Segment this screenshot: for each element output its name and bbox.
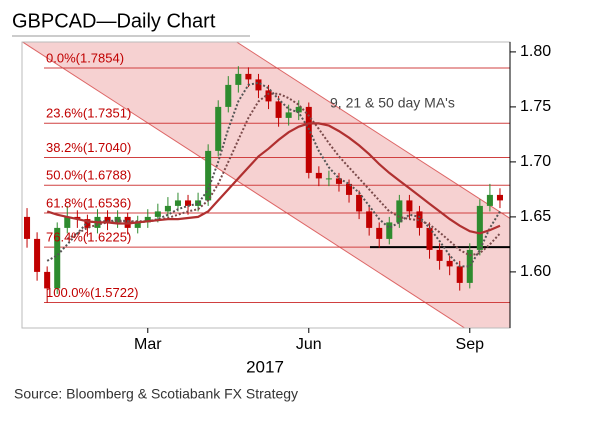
channel-edge [235,42,510,219]
candle-body [134,222,141,228]
candle-body [54,227,61,289]
plot-area [22,42,510,328]
fib-label: 100.0%(1.5722) [46,285,139,300]
candle-body [235,73,242,85]
fib-label: 50.0%(1.6788) [46,168,131,183]
candle-body [144,216,151,223]
candle-body [205,150,212,201]
candle-body [305,106,312,173]
y-tick-label: 1.75 [520,98,551,115]
moving-average [46,122,501,235]
x-axis-label: 2017 [246,357,284,376]
candle-body [486,194,493,206]
candle-body [84,219,91,228]
candle-body [406,200,413,212]
candle-body [295,106,302,113]
candle-body [366,211,373,228]
candle-body [476,205,483,250]
candle-body [265,90,272,102]
fib-label: 76.4%(1.6225) [46,230,131,245]
candle-body [335,178,342,184]
candle-body [225,84,232,107]
candle-body [315,172,322,179]
candle-body [114,216,121,223]
fib-label: 38.2%(1.7040) [46,140,131,155]
channel-edge [22,42,466,328]
candle-body [426,227,433,250]
x-tick-label: Sep [456,336,485,353]
candle-body [24,216,31,239]
x-tick-label: Jun [296,336,322,353]
chart-title: GBPCAD—Daily Chart [12,10,216,32]
candle-body [436,249,443,261]
candle-body [346,183,353,195]
fib-label: 0.0%(1.7854) [46,50,124,65]
candle-body [44,271,51,289]
candle-body [255,79,262,91]
y-tick-label: 1.65 [520,208,551,225]
y-tick-label: 1.70 [520,153,551,170]
candle-body [386,222,393,239]
candle-body [325,178,332,180]
candle-body [245,73,252,80]
candle-body [215,106,222,151]
candle-body [496,194,503,201]
candle-body [195,200,202,206]
y-tick-label: 1.60 [520,263,551,280]
candle-body [356,194,363,212]
moving-average [66,92,501,257]
candle-body [275,101,282,118]
x-tick-label: Mar [134,336,162,353]
candle-body [396,200,403,223]
candle-body [376,227,383,239]
y-tick-label: 1.80 [520,43,551,60]
candle-body [466,249,473,283]
candle-body [456,266,463,283]
candle-body [34,238,41,272]
candle-body [416,211,423,228]
annotation: 9, 21 & 50 day MA's [330,95,455,111]
fib-label: 61.8%(1.6536) [46,195,131,210]
candle-body [64,216,71,228]
candle-body [174,200,181,206]
moving-average [46,81,501,268]
candle-body [104,216,111,223]
source: Source: Bloomberg & Scotiabank FX Strate… [14,386,298,402]
candle-body [446,260,453,267]
candle-body [185,200,192,206]
candle-body [285,112,292,118]
candle-body [164,205,171,212]
fib-label: 23.6%(1.7351) [46,106,131,121]
candle-body [154,211,161,217]
